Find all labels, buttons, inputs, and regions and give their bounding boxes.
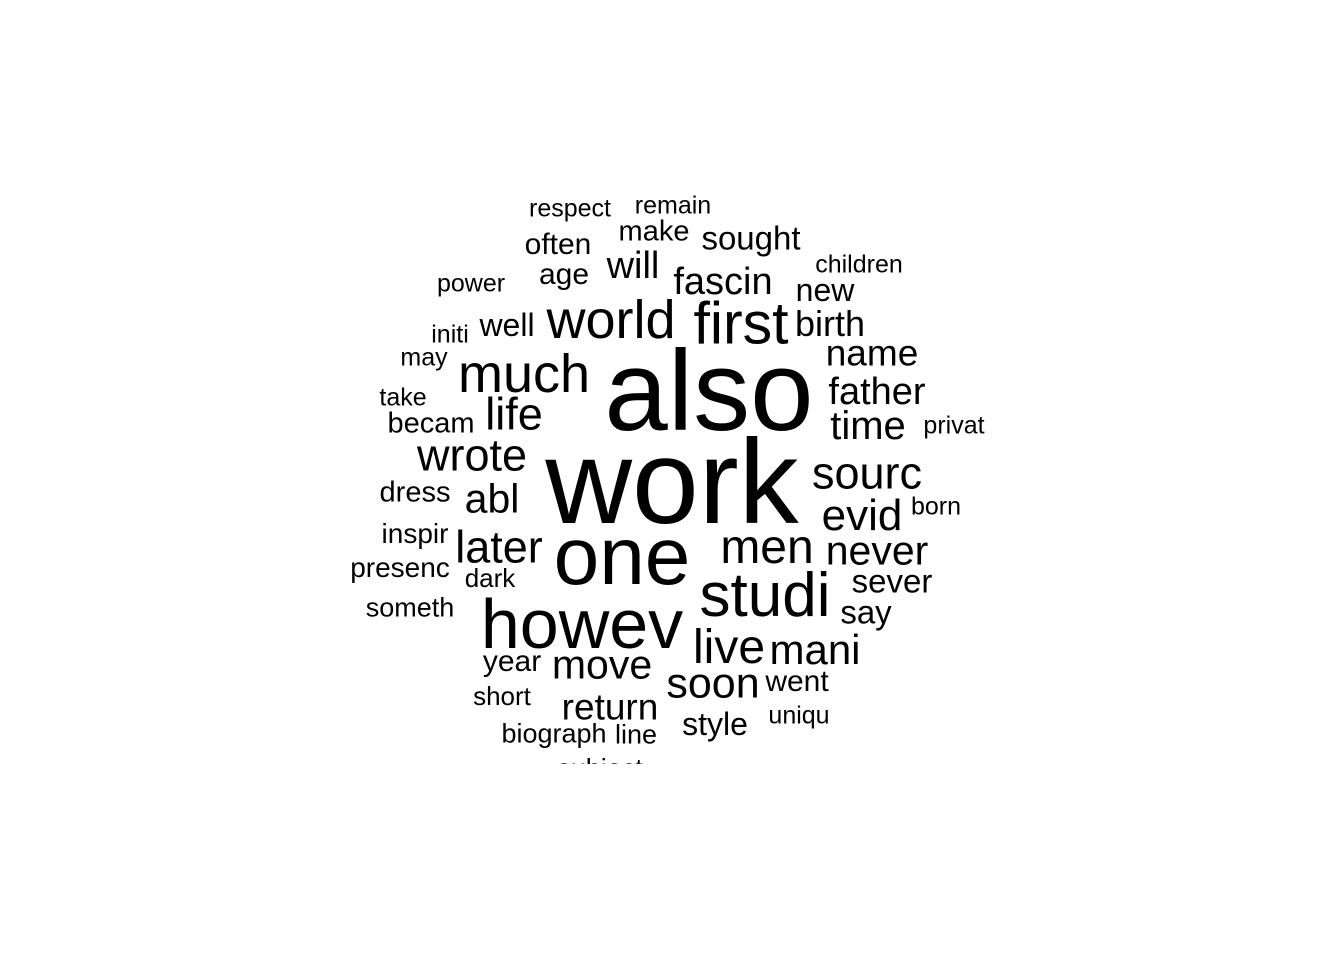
word-father: father: [828, 371, 926, 413]
word-howev: howev: [480, 585, 684, 663]
word-sever: sever: [851, 562, 933, 600]
word-make: make: [618, 215, 690, 248]
word-one: one: [553, 511, 691, 602]
word-initi: initi: [431, 320, 469, 349]
word-well: well: [479, 307, 535, 343]
word-abl: abl: [464, 475, 520, 522]
word-privat: privat: [923, 411, 985, 440]
word-inspir: inspir: [381, 518, 449, 549]
word-age: age: [538, 258, 590, 291]
word-studi: studi: [699, 561, 831, 630]
word-someth: someth: [365, 592, 455, 623]
word-men: men: [720, 521, 814, 574]
word-uniqu: uniqu: [768, 701, 830, 730]
word-take: take: [379, 383, 427, 412]
word-style: style: [682, 706, 748, 742]
word-live: live: [692, 621, 766, 674]
word-went: went: [765, 665, 829, 698]
word-work: work: [545, 415, 799, 549]
word-time: time: [830, 404, 906, 448]
word-power: power: [436, 269, 506, 298]
word-cloud: respect remain make sought often will ag…: [350, 191, 985, 764]
word-respect: respect: [529, 194, 611, 223]
word-fascin: fascin: [673, 261, 773, 303]
word-sourc: sourc: [811, 447, 923, 499]
word-subject: subject: [557, 755, 643, 764]
word-may: may: [400, 343, 448, 372]
word-evid: evid: [821, 491, 903, 540]
word-dress: dress: [379, 476, 451, 509]
word-birth: birth: [794, 303, 866, 344]
word-biograph: biograph: [501, 718, 607, 749]
word-often: often: [524, 228, 592, 261]
word-year: year: [482, 645, 542, 678]
word-mani: mani: [769, 626, 861, 673]
word-later: later: [455, 521, 543, 573]
word-name: name: [825, 332, 919, 374]
word-line: line: [614, 719, 658, 750]
word-life: life: [485, 388, 543, 440]
word-remain: remain: [634, 191, 712, 220]
word-world: world: [546, 290, 676, 350]
word-dark: dark: [464, 563, 516, 593]
word-first: first: [693, 290, 789, 357]
word-children: children: [815, 250, 903, 279]
word-short: short: [473, 681, 531, 711]
word-wrote: wrote: [416, 429, 528, 481]
word-born: born: [910, 492, 962, 521]
word-becam: becam: [387, 407, 475, 440]
word-much: much: [457, 344, 591, 404]
word-return: return: [561, 686, 659, 728]
word-never: never: [825, 527, 929, 574]
word-presenc: presenc: [350, 552, 450, 583]
word-new: new: [795, 272, 855, 308]
word-move: move: [551, 641, 653, 688]
word-also: also: [604, 328, 814, 455]
word-say: say: [840, 593, 892, 631]
word-will: will: [606, 245, 660, 287]
word-soon: soon: [666, 659, 760, 708]
word-sought: sought: [701, 219, 801, 257]
